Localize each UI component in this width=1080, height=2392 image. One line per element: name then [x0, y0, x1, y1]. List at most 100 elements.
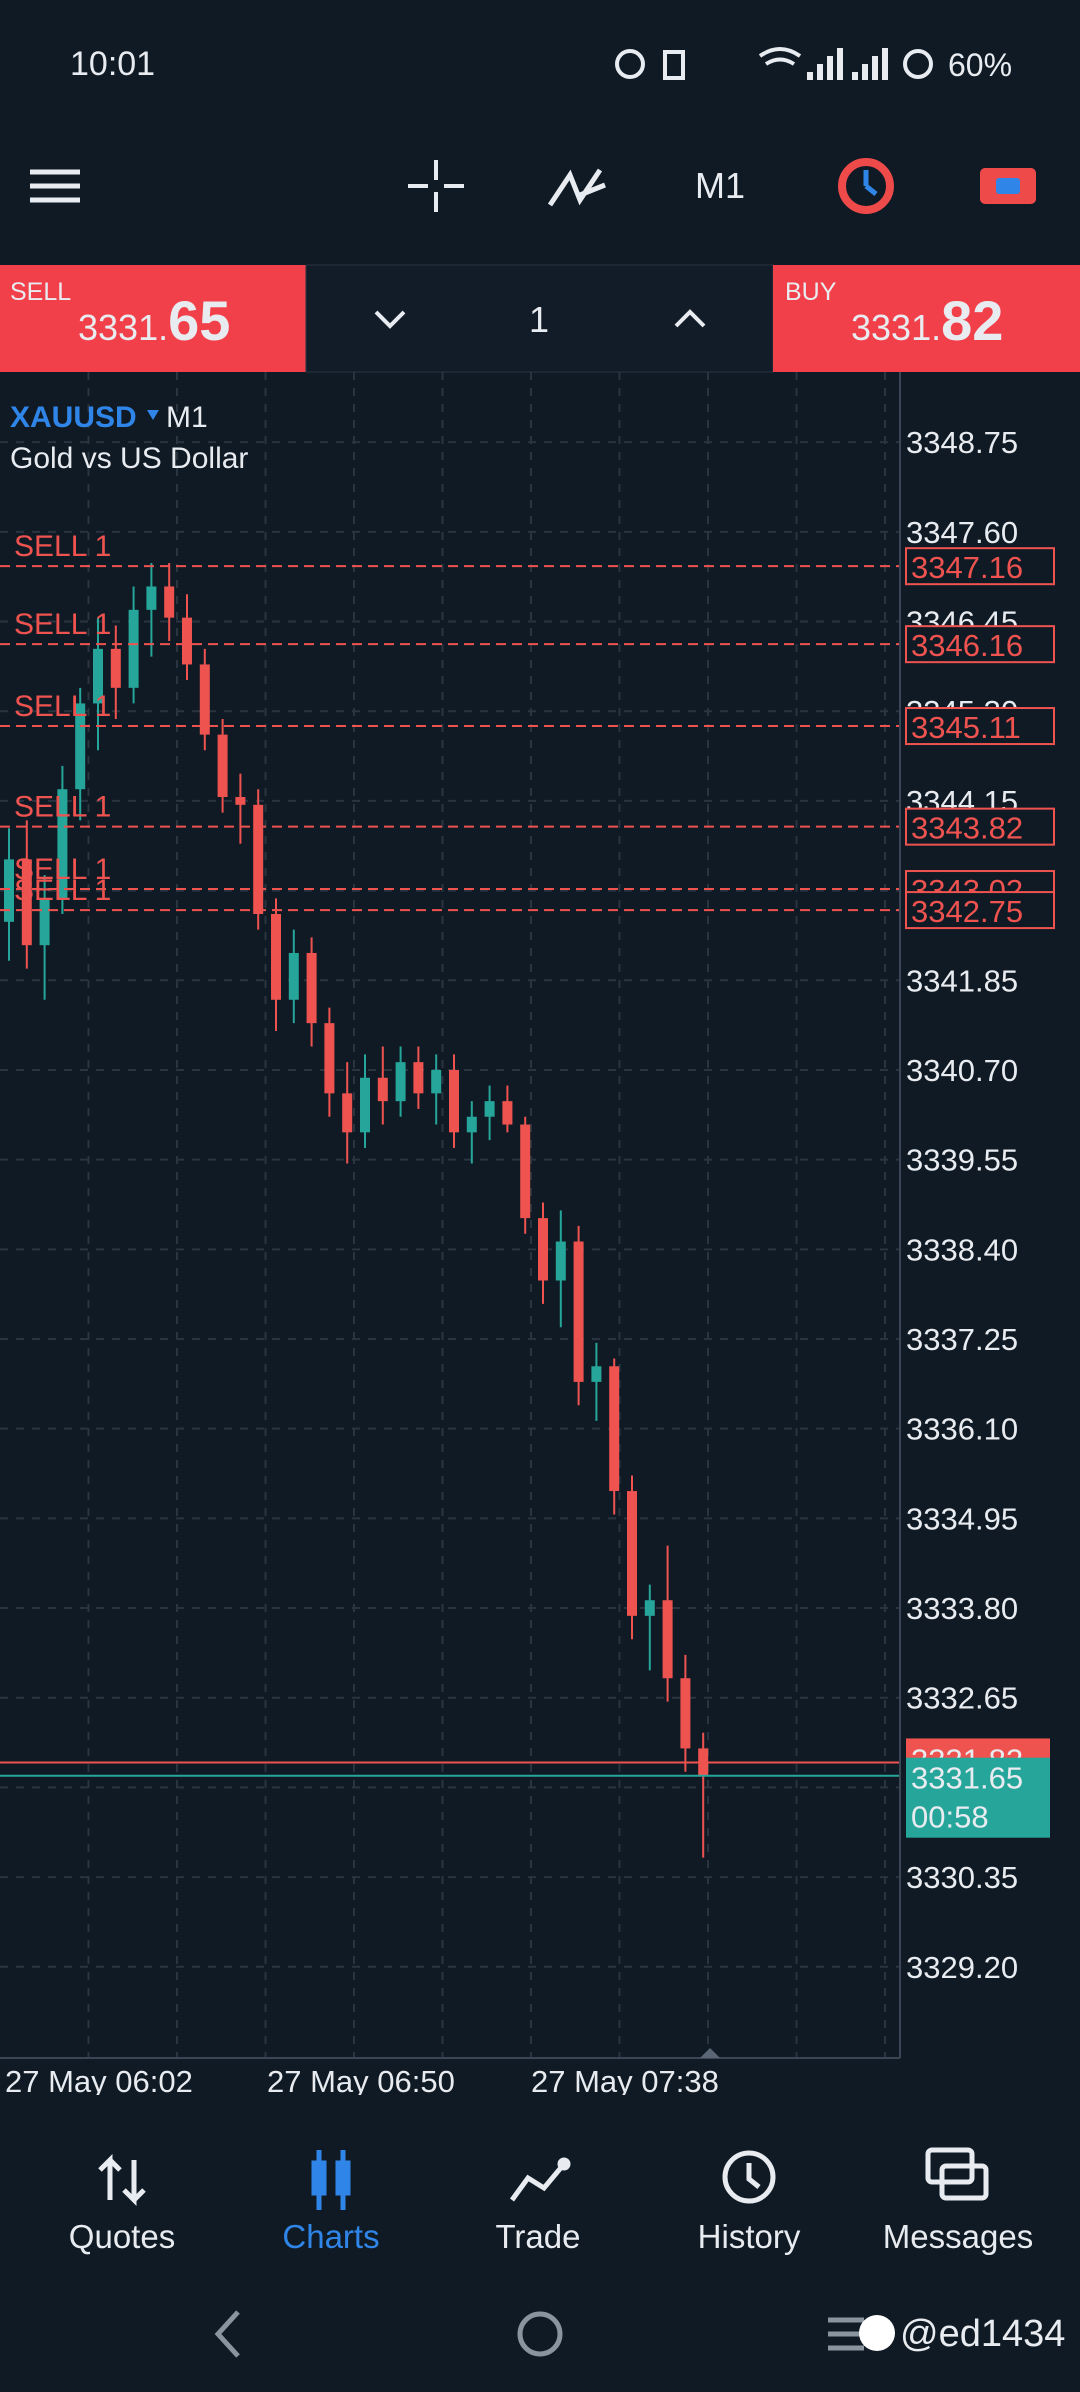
candle-body: [306, 952, 317, 1024]
indicators-button[interactable]: [547, 168, 606, 207]
recents-button[interactable]: [828, 2317, 864, 2351]
order-price-box: [905, 547, 1055, 586]
symbol-dropdown[interactable]: [147, 410, 159, 420]
y-tick-label: 3336.10: [906, 1412, 1018, 1447]
order-label: SELL 1: [14, 791, 111, 824]
status-icons: [615, 47, 933, 80]
candle-body: [395, 1062, 406, 1102]
order-price-box: [905, 707, 1055, 746]
one-click-button[interactable]: [838, 158, 894, 214]
watermark: @ed1434: [900, 2313, 1065, 2355]
order-label: SELL 1: [14, 530, 111, 563]
candle-body: [4, 859, 14, 922]
y-tick-label: 3330.35: [906, 1860, 1018, 1895]
candles: [4, 563, 709, 1858]
bid-price-box: [906, 1757, 1050, 1838]
back-button[interactable]: [214, 2310, 240, 2358]
nav-item[interactable]: History: [698, 2218, 801, 2255]
crosshair-button[interactable]: [408, 160, 464, 212]
volume-up[interactable]: [674, 309, 706, 328]
order-price: 3343.82: [911, 811, 1023, 846]
candle-body: [235, 797, 246, 805]
menu-button[interactable]: [30, 169, 80, 203]
bid-timer: 00:58: [911, 1800, 989, 1835]
order-price-box: [905, 807, 1055, 846]
y-tick-label: 3333.80: [906, 1591, 1018, 1626]
candle-body: [324, 1023, 335, 1094]
candle-body: [271, 913, 281, 1000]
candle-body: [377, 1077, 388, 1102]
candle-body: [520, 1124, 531, 1219]
timeframe-button[interactable]: M1: [695, 165, 745, 206]
x-tick-label: 27 May 07:38: [531, 2064, 719, 2099]
candle-body: [555, 1241, 566, 1281]
candle-body: [128, 609, 139, 688]
candle-body: [573, 1241, 584, 1382]
candle-body: [431, 1069, 442, 1094]
candle-body: [644, 1600, 655, 1616]
y-tick-label: 3329.20: [906, 1950, 1018, 1985]
order-price: 3345.11: [911, 710, 1021, 745]
candle-body: [662, 1600, 673, 1679]
order-price-box: [905, 625, 1055, 664]
order-price-box: [905, 891, 1055, 930]
y-tick-label: 3338.40: [906, 1232, 1018, 1267]
overlay: SELL 1 3347.16 SELL 1 3346.16 SELL 1 3345.11 S…: [0, 530, 1055, 1838]
trade-panel-button[interactable]: [980, 168, 1036, 204]
nav-icons: [98, 2147, 989, 2210]
buy-button[interactable]: [773, 265, 1080, 372]
order-label: SELL 1: [14, 690, 111, 723]
candle-body: [502, 1101, 513, 1125]
x-tick-label: 27 May 06:50: [267, 2064, 455, 2099]
volume[interactable]: 1: [529, 299, 549, 340]
y-tick-label: 3347.60: [906, 515, 1018, 550]
candle-body: [57, 789, 68, 899]
candle-body: [75, 703, 86, 790]
nav-item[interactable]: Trade: [496, 2218, 581, 2255]
order-price: 3347.16: [911, 550, 1023, 585]
home-button[interactable]: [517, 2311, 563, 2357]
y-tick-label: 3337.25: [906, 1322, 1018, 1357]
y-tick-label: 3341.85: [906, 963, 1018, 998]
candle-body: [39, 898, 50, 946]
candle-body: [484, 1101, 495, 1117]
buy-price-head: 3331.: [851, 307, 941, 348]
y-tick-label: 3332.65: [906, 1681, 1018, 1716]
clock: 10:01: [70, 45, 155, 83]
battery: 60%: [948, 47, 1012, 83]
y-tick-label: 3339.55: [906, 1143, 1018, 1178]
candle-body: [627, 1491, 637, 1616]
candle-body: [164, 586, 175, 618]
bid-price: 3331.65: [911, 1761, 1023, 1796]
candle-body: [217, 734, 228, 798]
candle-body: [413, 1062, 424, 1094]
nav-item[interactable]: Messages: [883, 2218, 1033, 2255]
buy-label: BUY: [785, 278, 837, 306]
order-price: 3342.75: [911, 894, 1023, 929]
nav-item[interactable]: Quotes: [69, 2218, 175, 2255]
buy-price: 3331.82: [851, 289, 1003, 352]
sell-price-tail: 65: [168, 289, 230, 352]
candle-body: [680, 1678, 691, 1749]
candle-body: [110, 648, 121, 688]
candle-body: [538, 1218, 548, 1281]
x-tick-label: 27 May 06:02: [5, 2064, 193, 2099]
candle-body: [466, 1116, 477, 1133]
order-label: SELL 1: [14, 874, 111, 907]
y-tick-label: 3340.70: [906, 1053, 1018, 1088]
nav-item[interactable]: Charts: [282, 2218, 379, 2255]
chart-timeframe: M1: [166, 401, 208, 434]
symbol[interactable]: XAUUSD: [10, 401, 137, 434]
candle-body: [21, 859, 32, 946]
order-label: SELL 1: [14, 608, 111, 641]
candle-body: [146, 586, 157, 610]
candle-body: [449, 1069, 459, 1133]
sell-button[interactable]: [0, 265, 306, 372]
volume-down[interactable]: [374, 310, 406, 329]
candle-body: [182, 617, 192, 665]
candle-body: [342, 1093, 353, 1133]
buy-price-tail: 82: [941, 289, 1003, 352]
watermark-logo: [859, 2315, 895, 2351]
